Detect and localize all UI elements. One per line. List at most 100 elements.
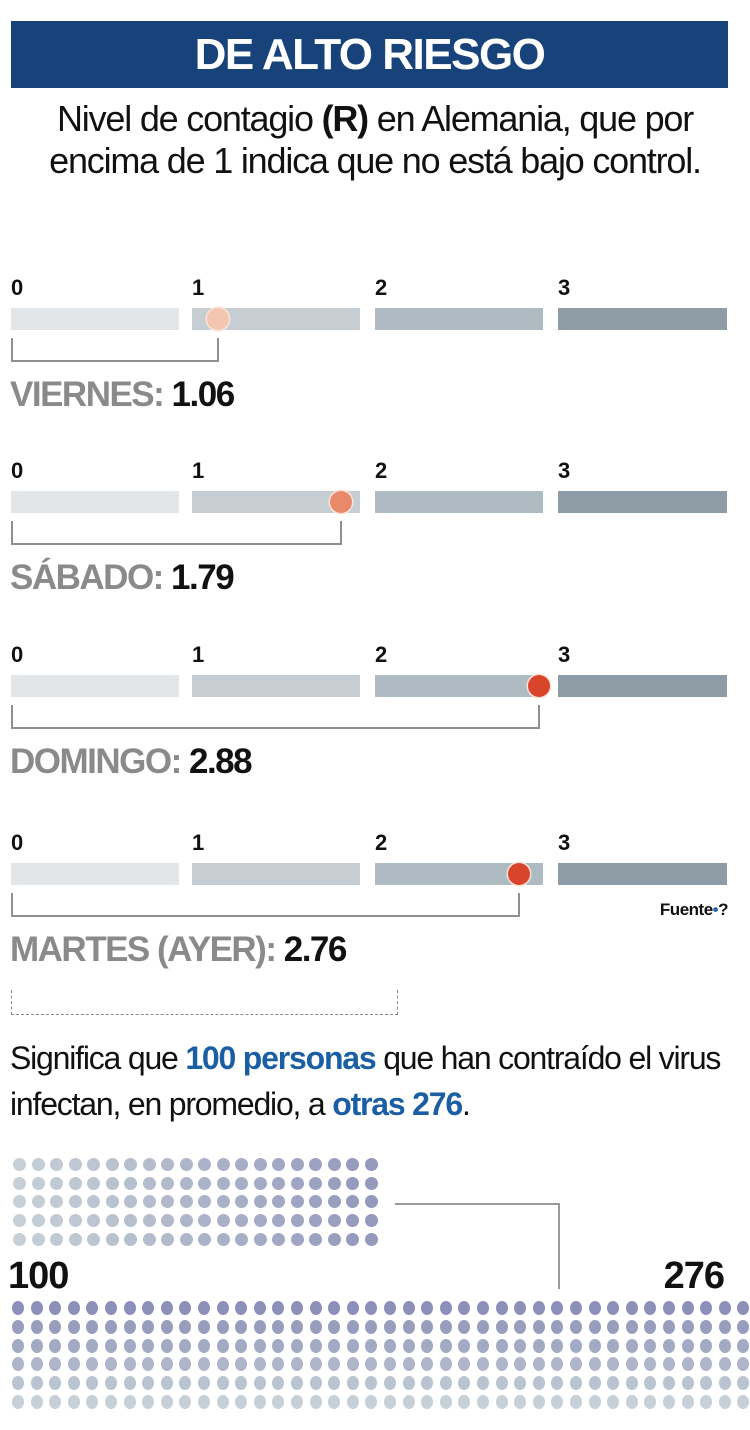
- person-dot: [644, 1338, 657, 1353]
- person-dot: [87, 1214, 100, 1228]
- person-dot: [87, 1195, 100, 1209]
- person-dot: [718, 1376, 731, 1391]
- person-dot: [235, 1319, 248, 1334]
- person-dot: [179, 1338, 192, 1353]
- person-dot: [309, 1301, 322, 1315]
- person-dot: [105, 1214, 119, 1228]
- scale-segment: [11, 308, 179, 330]
- person-dot: [253, 1176, 267, 1190]
- tick-label: 1: [192, 458, 205, 483]
- person-dot: [458, 1376, 471, 1391]
- person-dot: [718, 1395, 731, 1409]
- person-dot: [291, 1376, 303, 1391]
- person-dot: [49, 1376, 62, 1391]
- person-dot: [384, 1338, 396, 1353]
- person-dot: [607, 1301, 620, 1315]
- person-dot: [309, 1214, 322, 1228]
- scale-segment: [11, 863, 179, 885]
- person-dot: [327, 1158, 341, 1171]
- person-dot: [309, 1158, 322, 1171]
- person-dot: [402, 1395, 415, 1409]
- person-dot: [31, 1158, 45, 1171]
- person-dot: [30, 1376, 43, 1391]
- person-dot: [551, 1338, 564, 1353]
- person-dot: [86, 1319, 99, 1334]
- person-dot: [216, 1195, 230, 1209]
- explanation-text: Significa que 100 personas que han contr…: [10, 1035, 740, 1127]
- person-dot: [50, 1176, 63, 1190]
- person-dot: [607, 1395, 620, 1409]
- person-dot: [31, 1214, 45, 1228]
- person-dot: [198, 1301, 210, 1315]
- person-dot: [13, 1214, 26, 1228]
- person-dot: [402, 1376, 415, 1391]
- person-dot: [179, 1301, 192, 1315]
- person-dot: [49, 1395, 62, 1409]
- person-dot: [644, 1395, 657, 1409]
- person-dot: [142, 1176, 156, 1190]
- person-dot: [12, 1395, 24, 1409]
- scale-segment: [375, 308, 543, 330]
- person-dot: [105, 1338, 117, 1353]
- person-dot: [328, 1301, 341, 1315]
- person-dot: [50, 1214, 63, 1228]
- person-dot: [588, 1338, 601, 1353]
- person-dot: [235, 1376, 248, 1391]
- person-dot: [421, 1338, 434, 1353]
- person-dot: [644, 1376, 657, 1391]
- person-dot: [737, 1357, 750, 1372]
- highlight-otras-276: otras 276: [332, 1086, 463, 1122]
- person-dot: [105, 1158, 119, 1171]
- person-dot: [532, 1357, 545, 1372]
- person-dot: [160, 1301, 173, 1315]
- person-dot: [179, 1214, 193, 1228]
- r-value: 1.06: [163, 375, 236, 414]
- person-dot: [477, 1301, 489, 1315]
- person-dot: [235, 1232, 248, 1246]
- person-dot: [272, 1214, 285, 1228]
- person-dot: [161, 1232, 174, 1246]
- person-dot: [700, 1376, 713, 1391]
- person-dot: [86, 1301, 99, 1315]
- scale-segment: [11, 675, 179, 697]
- person-dot: [402, 1338, 415, 1353]
- person-dot: [216, 1395, 229, 1409]
- person-dot: [272, 1395, 285, 1409]
- person-dot: [67, 1338, 80, 1353]
- person-dot: [68, 1158, 82, 1171]
- person-dot: [346, 1357, 359, 1372]
- person-dot: [551, 1376, 564, 1391]
- person-dot: [514, 1357, 527, 1372]
- day-label: MARTES (AYER):: [10, 930, 277, 969]
- tick-label: 2: [375, 458, 388, 483]
- person-dot: [607, 1338, 620, 1353]
- person-dot: [253, 1395, 266, 1409]
- person-dot: [328, 1357, 341, 1372]
- person-dot: [458, 1301, 471, 1315]
- person-dot: [625, 1338, 638, 1353]
- person-dot: [160, 1319, 173, 1334]
- person-dot: [13, 1158, 26, 1171]
- person-dot: [160, 1376, 173, 1391]
- person-dot: [290, 1232, 304, 1246]
- person-dot: [30, 1357, 43, 1372]
- value-bracket: [11, 338, 220, 362]
- person-dot: [718, 1357, 731, 1372]
- person-dot: [142, 1376, 155, 1391]
- person-dot: [161, 1195, 174, 1209]
- person-dot: [532, 1376, 545, 1391]
- person-dot: [179, 1376, 192, 1391]
- person-dot: [86, 1357, 99, 1372]
- person-dot: [625, 1376, 638, 1391]
- person-dot: [346, 1214, 359, 1228]
- person-dot: [495, 1395, 508, 1409]
- person-dot: [216, 1176, 230, 1190]
- person-dot: [31, 1232, 45, 1246]
- person-dot: [50, 1158, 63, 1171]
- scale-segment: [375, 491, 543, 513]
- person-dot: [123, 1395, 136, 1409]
- person-dot: [327, 1232, 341, 1246]
- tick-label: 1: [192, 275, 205, 300]
- number-276: 276: [663, 1255, 725, 1297]
- person-dot: [290, 1158, 304, 1171]
